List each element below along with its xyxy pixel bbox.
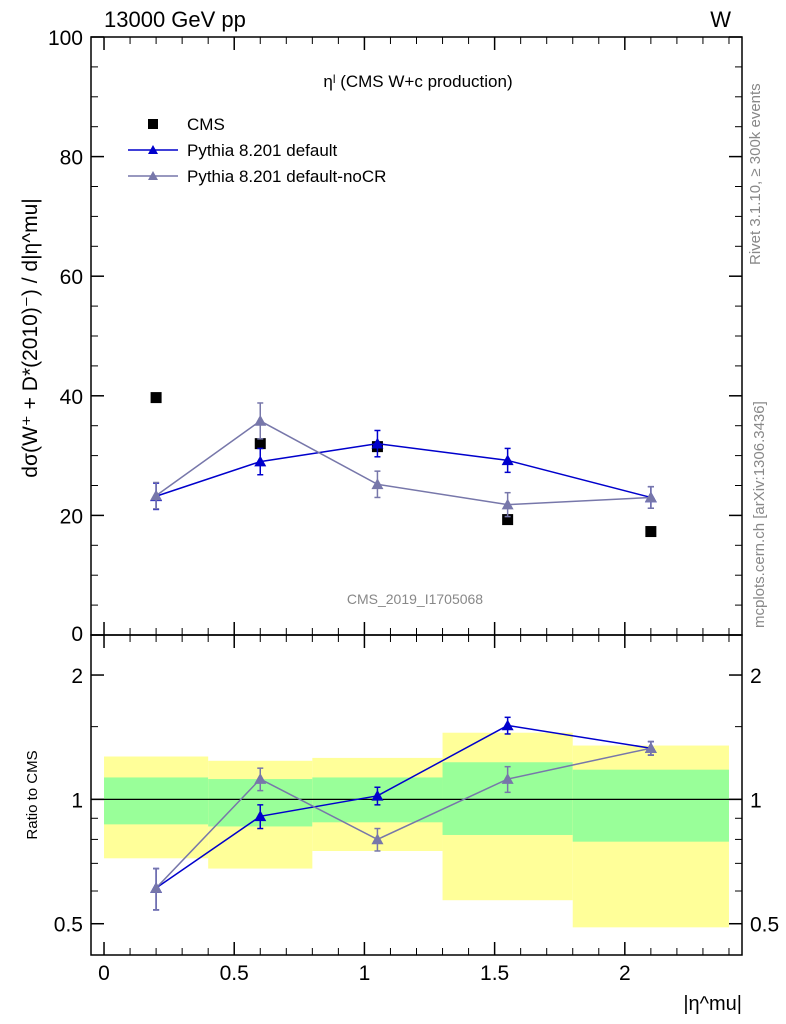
rivet-version-label: Rivet 3.1.10, ≥ 300k events <box>747 83 764 265</box>
ratio-band-inner <box>104 777 209 825</box>
legend-pythia-nocr-label: Pythia 8.201 default-noCR <box>187 167 386 186</box>
ratio-pythia-nocr-point <box>254 773 267 784</box>
ratio-panel: 0.5 0.5 1 1 2 2 0 0.5 1 1.5 2 Ratio to CMS <box>24 634 779 985</box>
cms-data-point <box>150 392 162 404</box>
main-axis-ticks: 0 20 40 60 80 100 <box>48 27 742 646</box>
y-tick-label: 20 <box>60 505 83 528</box>
y-tick-label: 60 <box>60 266 83 289</box>
ratio-band-inner <box>572 769 729 842</box>
main-plot-marks <box>150 392 657 538</box>
legend-cms-marker <box>148 119 158 129</box>
y-axis-label: dσ(W⁺ + D*(2010)⁻) / d|η^mu| <box>19 198 42 477</box>
ratio-pythia-nocr-point <box>371 833 384 845</box>
x-tick-label: 1.5 <box>480 962 509 985</box>
ratio-pythia-default-point <box>371 789 384 801</box>
ratio-y-tick-label-left: 0.5 <box>54 914 83 937</box>
ratio-pythia-default-point <box>501 719 514 731</box>
cms-data-point <box>254 438 266 450</box>
ratio-y-tick-label-right: 0.5 <box>750 914 779 937</box>
y-tick-label: 0 <box>71 623 83 646</box>
header-process-label: W <box>710 7 731 32</box>
ratio-pythia-nocr-point <box>150 882 163 893</box>
y-tick-label: 40 <box>60 386 83 409</box>
header-energy-label: 13000 GeV pp <box>104 7 246 32</box>
legend-cms-label: CMS <box>187 115 225 134</box>
x-tick-label: 2 <box>619 962 631 985</box>
legend-pythia-default-marker <box>148 145 158 154</box>
x-axis-label: |η^mu| <box>683 993 742 1015</box>
cms-data-point <box>502 514 514 526</box>
ratio-axis-ticks: 0.5 0.5 1 1 2 2 0 0.5 1 1.5 2 <box>54 635 779 985</box>
x-tick-label: 0.5 <box>220 962 249 985</box>
x-tick-label: 1 <box>359 962 371 985</box>
pythia-default-point <box>371 437 384 449</box>
main-panel: 0 20 40 60 80 100 ηˡ (CMS W+c production) CMS… <box>19 27 743 646</box>
ratio-y-axis-label: Ratio to CMS <box>24 750 41 839</box>
ratio-y-tick-label-right: 2 <box>750 665 762 688</box>
pythia-nocr-line <box>155 420 651 506</box>
legend-pythia-default-label: Pythia 8.201 default <box>187 141 338 160</box>
pythia-default-point <box>501 454 514 466</box>
analysis-watermark: CMS_2019_I1705068 <box>347 591 483 607</box>
pythia-nocr-point <box>254 414 267 426</box>
pythia-nocr-point <box>644 491 657 503</box>
ratio-pythia-nocr-point <box>501 773 514 784</box>
pythia-nocr-point <box>150 489 163 501</box>
ratio-pythia-nocr-point <box>644 742 657 754</box>
cms-data-point <box>645 526 657 538</box>
ratio-y-tick-label-right: 1 <box>750 789 762 812</box>
pythia-default-point <box>254 455 267 467</box>
x-tick-label: 0 <box>98 962 110 985</box>
legend-pythia-nocr-marker <box>148 171 158 180</box>
pythia-default-line <box>155 442 652 499</box>
plot-title: ηˡ (CMS W+c production) <box>323 72 512 91</box>
y-tick-label: 80 <box>60 147 83 170</box>
mcplots-reference-label: mcplots.cern.ch [arXiv:1306.3436] <box>751 401 768 628</box>
pythia-nocr-point <box>371 478 384 490</box>
ratio-y-tick-label-left: 2 <box>71 665 83 688</box>
ratio-plot-marks <box>91 716 742 928</box>
y-tick-label: 100 <box>48 27 83 50</box>
pythia-nocr-point <box>501 498 514 510</box>
ratio-pythia-default-point <box>254 810 267 822</box>
legend: CMS Pythia 8.201 default Pythia 8.201 defa… <box>128 115 386 186</box>
ratio-y-tick-label-left: 1 <box>71 789 83 812</box>
